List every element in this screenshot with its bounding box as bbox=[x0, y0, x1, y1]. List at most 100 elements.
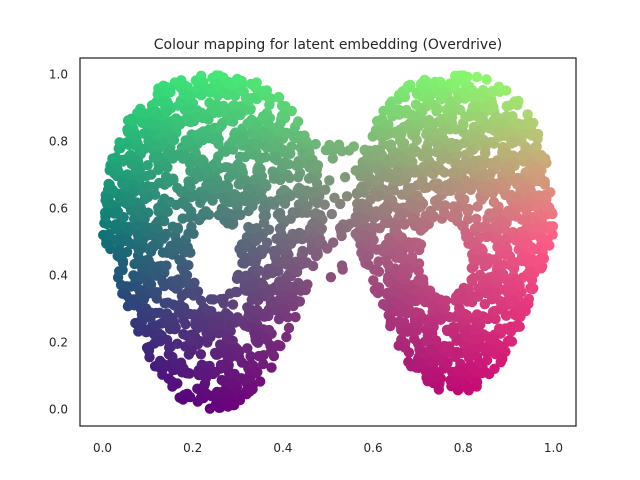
scatter-point bbox=[195, 156, 206, 167]
scatter-point bbox=[157, 369, 168, 380]
scatter-point bbox=[481, 231, 492, 243]
scatter-point bbox=[251, 139, 262, 151]
scatter-point bbox=[152, 150, 163, 161]
scatter-point bbox=[427, 328, 438, 339]
scatter-point bbox=[126, 158, 137, 170]
scatter-point bbox=[301, 136, 312, 147]
scatter-point bbox=[424, 356, 435, 368]
scatter-point bbox=[410, 99, 422, 110]
scatter-point bbox=[487, 86, 499, 98]
scatter-point bbox=[178, 88, 189, 100]
chart-title: Colour mapping for latent embedding (Ove… bbox=[154, 37, 502, 53]
scatter-point bbox=[532, 170, 543, 181]
scatter-point bbox=[207, 318, 218, 330]
scatter-point bbox=[212, 387, 224, 398]
data-points bbox=[98, 70, 559, 414]
scatter-point bbox=[185, 182, 196, 193]
scatter-point bbox=[336, 260, 348, 271]
scatter-point bbox=[218, 298, 229, 309]
scatter-point bbox=[155, 201, 167, 212]
scatter-point bbox=[457, 366, 468, 377]
scatter-point bbox=[459, 194, 470, 205]
scatter-point bbox=[356, 182, 367, 193]
scatter-point bbox=[420, 366, 432, 377]
scatter-point bbox=[170, 283, 182, 294]
scatter-point bbox=[112, 165, 124, 176]
scatter-point bbox=[348, 141, 359, 152]
scatter-point bbox=[411, 325, 423, 336]
scatter-point bbox=[377, 299, 389, 310]
scatter-point bbox=[227, 335, 238, 346]
scatter-point bbox=[210, 399, 222, 410]
scatter-point bbox=[239, 281, 250, 292]
scatter-point bbox=[434, 163, 445, 174]
scatter-point bbox=[175, 186, 187, 198]
scatter-point bbox=[484, 333, 496, 344]
scatter-point bbox=[279, 290, 291, 302]
scatter-point bbox=[440, 295, 452, 306]
scatter-point bbox=[100, 211, 111, 223]
scatter-point bbox=[126, 113, 137, 125]
scatter-point bbox=[393, 340, 404, 351]
scatter-point bbox=[474, 357, 485, 368]
scatter-point bbox=[543, 202, 555, 213]
scatter-point bbox=[468, 261, 479, 272]
scatter-point bbox=[190, 75, 201, 86]
scatter-point bbox=[316, 223, 327, 234]
scatter-point bbox=[195, 295, 207, 306]
scatter-point bbox=[324, 139, 335, 151]
scatter-point bbox=[207, 178, 218, 189]
scatter-point bbox=[273, 141, 284, 152]
scatter-point bbox=[439, 207, 450, 218]
x-tick-label: 0.8 bbox=[454, 441, 473, 455]
scatter-point bbox=[463, 203, 474, 215]
scatter-point bbox=[441, 104, 452, 116]
scatter-point bbox=[273, 314, 285, 325]
y-axis-ticks: 0.0 0.2 0.4 0.6 0.8 1.0 bbox=[49, 68, 68, 417]
scatter-point bbox=[476, 243, 487, 254]
scatter-point bbox=[372, 115, 383, 127]
scatter-point bbox=[524, 193, 536, 204]
scatter-point bbox=[251, 223, 262, 234]
scatter-point bbox=[390, 128, 401, 139]
scatter-point bbox=[306, 244, 317, 256]
scatter-point bbox=[143, 136, 154, 147]
scatter-point bbox=[245, 351, 256, 362]
scatter-point bbox=[324, 175, 335, 186]
scatter-point bbox=[153, 164, 164, 175]
scatter-point bbox=[391, 105, 402, 117]
scatter-point bbox=[529, 244, 540, 255]
scatter-point bbox=[452, 182, 463, 193]
scatter-point bbox=[250, 365, 261, 376]
scatter-point bbox=[244, 384, 256, 396]
scatter-point bbox=[307, 218, 318, 230]
scatter-point bbox=[311, 187, 323, 199]
scatter-point bbox=[132, 138, 143, 149]
scatter-point bbox=[393, 245, 405, 256]
scatter-point bbox=[180, 319, 191, 330]
scatter-point bbox=[479, 147, 491, 158]
scatter-point bbox=[243, 221, 254, 233]
scatter-point bbox=[492, 274, 503, 285]
scatter-point bbox=[447, 327, 458, 338]
scatter-point bbox=[181, 288, 192, 299]
scatter-point bbox=[432, 103, 444, 115]
scatter-point bbox=[506, 336, 518, 347]
scatter-point bbox=[129, 300, 140, 311]
scatter-point bbox=[167, 221, 178, 232]
scatter-point bbox=[512, 99, 523, 111]
scatter-point bbox=[350, 165, 361, 176]
scatter-point bbox=[411, 111, 423, 122]
scatter-point bbox=[232, 73, 243, 85]
scatter-point bbox=[254, 232, 265, 243]
scatter-point bbox=[229, 100, 240, 111]
y-tick-label: 1.0 bbox=[49, 68, 68, 82]
scatter-point bbox=[464, 146, 476, 157]
scatter-point bbox=[490, 287, 502, 299]
scatter-point bbox=[152, 89, 163, 100]
scatter-point bbox=[293, 172, 304, 183]
scatter-point bbox=[177, 394, 189, 405]
scatter-point bbox=[179, 104, 191, 116]
plot-frame bbox=[79, 57, 577, 427]
scatter-point bbox=[247, 246, 258, 258]
